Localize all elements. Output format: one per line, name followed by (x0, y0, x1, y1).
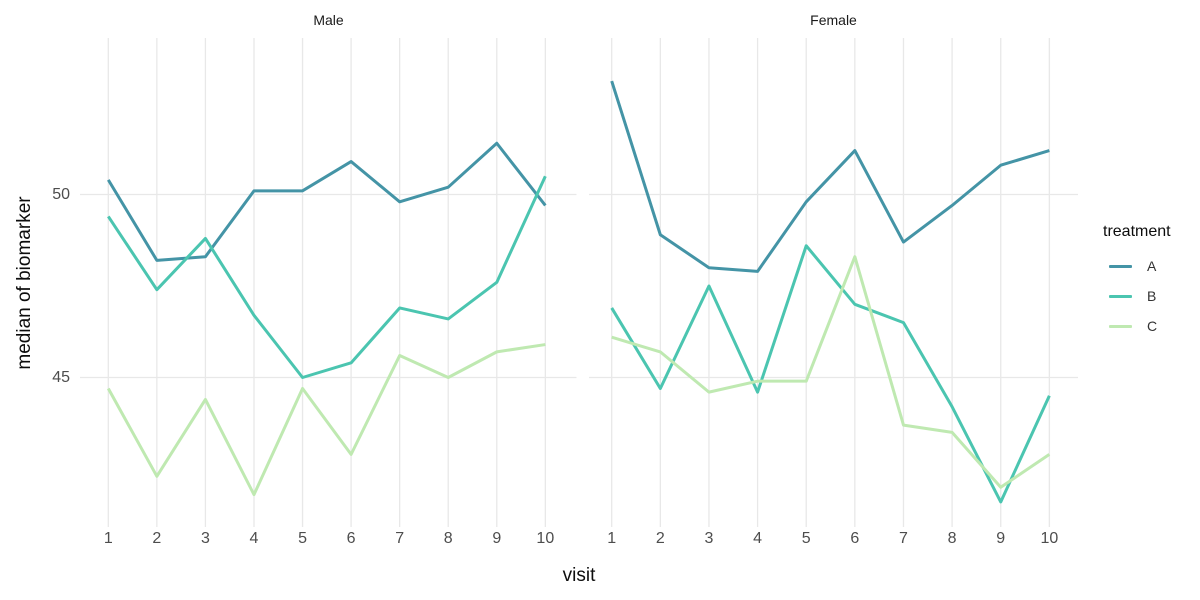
x-tick-label: 2 (655, 530, 665, 547)
legend-item-label: A (1147, 258, 1157, 274)
y-axis-title: median of biomarker (14, 196, 35, 370)
x-tick-label: 10 (1040, 530, 1059, 547)
x-tick-label: 5 (298, 530, 307, 547)
x-tick-label: 4 (753, 530, 763, 547)
legend-item-a: A (1103, 251, 1171, 281)
legend-line-swatch (1109, 264, 1132, 268)
legend-title: treatment (1103, 223, 1171, 240)
x-axis-title: visit (562, 565, 596, 586)
legend-line-swatch (1109, 294, 1132, 298)
x-tick-label: 4 (249, 530, 259, 547)
legend-item-label: B (1147, 288, 1157, 304)
x-tick-label: 6 (346, 530, 356, 547)
y-tick-label: 45 (52, 368, 70, 386)
x-tick-label: 7 (395, 530, 405, 547)
x-tick-label: 9 (996, 530, 1006, 547)
x-tick-label: 6 (850, 530, 860, 547)
x-tick-label: 3 (200, 530, 210, 547)
series-line-female-c (611, 255, 1051, 489)
x-tick-label: 2 (152, 530, 162, 547)
facet-label-female: Female (810, 12, 857, 28)
series-line-male-b (107, 175, 547, 379)
series-line-female-a (610, 80, 1050, 273)
facet-label-male: Male (313, 12, 344, 28)
series-line-male-a (107, 141, 547, 262)
legend-item-c: C (1103, 311, 1171, 341)
legend-item-label: C (1147, 318, 1158, 334)
legend-line-swatch (1109, 324, 1132, 328)
x-tick-label: 7 (899, 530, 908, 547)
x-tick-label: 1 (607, 530, 617, 547)
x-tick-label: 9 (492, 530, 502, 547)
x-tick-label: 8 (443, 530, 453, 547)
series-line-female-b (610, 244, 1051, 504)
x-tick-label: 8 (947, 530, 957, 547)
x-tick-label: 5 (801, 530, 811, 547)
x-tick-label: 1 (103, 530, 113, 547)
x-tick-label: 3 (704, 530, 714, 547)
x-tick-label: 10 (536, 530, 555, 547)
series-line-male-c (106, 343, 546, 497)
y-tick-label: 50 (52, 185, 70, 203)
legend-item-b: B (1103, 281, 1171, 311)
